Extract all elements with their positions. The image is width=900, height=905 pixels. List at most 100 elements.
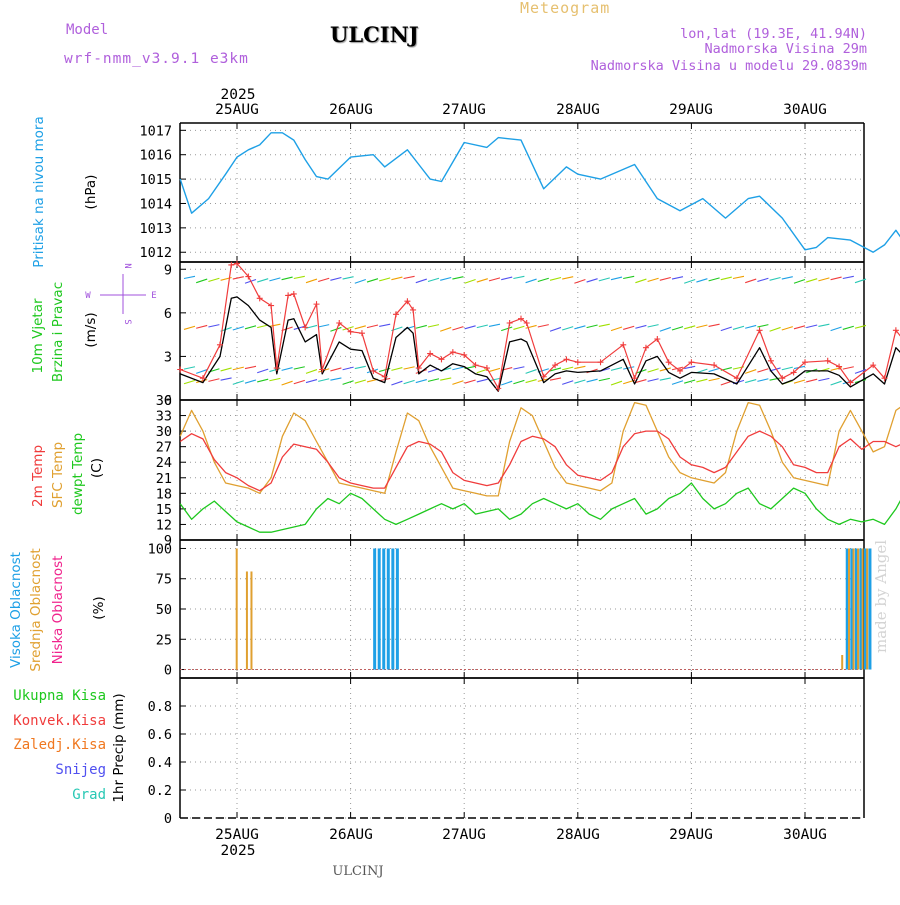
bottom-date-label: 30AUG [783, 827, 827, 843]
wind-direction-arrow [842, 366, 854, 370]
wind-direction-arrow [391, 380, 403, 386]
wind-direction-arrow [513, 325, 525, 330]
wind-direction-arrow [671, 380, 684, 385]
wind-ylabel-sub: Brzina i Pravac [50, 282, 66, 382]
bottom-date-labels: 25AUG 26AUG 27AUG 28AUG 29AUG 30AUG [215, 827, 827, 843]
top-date-label: 30AUG [783, 102, 827, 118]
y-tick-label: 24 [156, 455, 172, 471]
wind-panel: 0 3 6 9 [164, 260, 900, 409]
y-tick-label: 1017 [139, 123, 172, 139]
cloud-bar [377, 548, 381, 670]
y-tick-label: 1012 [139, 245, 172, 261]
y-tick-label: 18 [156, 486, 172, 502]
wind-speed-marker [427, 350, 434, 357]
wind-speed-marker [228, 261, 235, 268]
wind-direction-arrow [659, 367, 671, 372]
wind-direction-arrow [391, 367, 403, 371]
wind-direction-arrow [366, 324, 379, 329]
cloud-bar [391, 548, 395, 670]
wind-direction-arrow [476, 278, 488, 283]
bottom-date-label: 25AUG [215, 827, 259, 843]
wind-direction-arrow [464, 379, 476, 384]
wind-direction-arrow [696, 378, 708, 383]
wind-speed-marker [313, 301, 320, 308]
wind-direction-arrow [379, 277, 391, 282]
wind-direction-arrow [696, 324, 708, 329]
wind-direction-arrow [281, 326, 293, 332]
wind-direction-arrow [647, 277, 659, 283]
pressure-ylabel-unit: (hPa) [83, 175, 99, 210]
wind-direction-arrow [635, 324, 647, 329]
wind-speed-marker [523, 320, 530, 327]
wind-speed-marker [552, 362, 559, 369]
bottom-date-label: 29AUG [669, 827, 713, 843]
wind-speed-line [179, 262, 900, 389]
wind-speed-marker [370, 367, 377, 374]
wind-direction-arrow [354, 278, 366, 284]
wind-direction-arrow [244, 365, 257, 370]
wind-speed-marker [642, 344, 649, 351]
wind-direction-arrow [745, 369, 757, 374]
wind-direction-arrow [427, 324, 440, 328]
wind-direction-arrow [671, 276, 684, 280]
top-date-label: 29AUG [669, 102, 713, 118]
wind-speed-marker [285, 292, 292, 299]
wind-direction-arrow [208, 378, 220, 382]
top-date-label: 25AUG [215, 102, 259, 118]
wind-speed-marker [892, 327, 899, 334]
wind-direction-arrow [806, 278, 818, 283]
wind-direction-arrow [562, 326, 574, 331]
wind-direction-arrow [220, 377, 232, 381]
wind-direction-arrow [720, 276, 732, 281]
wind-direction-arrow [781, 366, 793, 371]
pressure-ylabel-main: Pritisak na nivou mora [31, 116, 47, 267]
wind-direction-arrow [342, 276, 354, 280]
y-tick-label: 21 [156, 471, 172, 487]
y-tick-label: 1016 [139, 148, 172, 164]
wind-direction-arrow [830, 276, 842, 281]
wind-direction-arrow [745, 278, 757, 284]
wind-direction-arrow [281, 367, 293, 371]
model-name: wrf-nmm_v3.9.1 e3km [64, 51, 249, 67]
wind-direction-arrow [574, 379, 586, 384]
wind-direction-arrow [464, 278, 476, 284]
y-tick-label: 0 [164, 393, 172, 409]
wind-direction-arrow [305, 278, 318, 284]
cloud-bar [373, 548, 377, 670]
y-tick-label: 1015 [139, 172, 172, 188]
credit-label: made by Angel [872, 540, 890, 653]
wind-direction-arrow [610, 326, 623, 332]
y-tick-label: 33 [156, 409, 172, 425]
pressure-panel: 1012 1013 1014 1015 1016 1017 [139, 122, 900, 263]
wind-direction-arrow [793, 325, 806, 330]
wind-direction-arrow [269, 323, 281, 327]
temp-sfc-line [179, 401, 900, 497]
wind-direction-arrow [598, 377, 610, 382]
wind-speed-marker [824, 357, 831, 364]
y-tick-label: 36 [156, 393, 172, 409]
wind-direction-arrow [501, 276, 513, 281]
wind-speed-marker [472, 362, 479, 369]
y-tick-label: 30 [156, 424, 172, 440]
top-year-label: 2025 [221, 87, 256, 103]
wind-direction-arrow [745, 324, 757, 329]
wind-direction-arrow [366, 278, 379, 283]
wind-speed-marker [540, 373, 547, 380]
wind-direction-arrow [342, 366, 354, 371]
wind-speed-marker [483, 365, 490, 372]
wind-direction-arrow [257, 368, 269, 374]
wind-direction-arrow [427, 277, 440, 283]
wind-direction-arrow [684, 325, 696, 330]
wind-direction-arrow [623, 379, 635, 385]
y-tick-label: 0.4 [148, 755, 172, 771]
wind-direction-arrow [525, 369, 537, 374]
wind-direction-arrow [757, 324, 769, 328]
wind-direction-arrow [318, 324, 330, 328]
compass-w: W [85, 291, 91, 301]
cloud-ylabel-high: Visoka Oblacnost [8, 552, 24, 668]
wind-speed-marker [711, 362, 718, 369]
wind-speed-marker [177, 366, 184, 373]
y-tick-label: 1014 [139, 196, 172, 212]
meteogram-label: Meteogram [520, 0, 610, 17]
